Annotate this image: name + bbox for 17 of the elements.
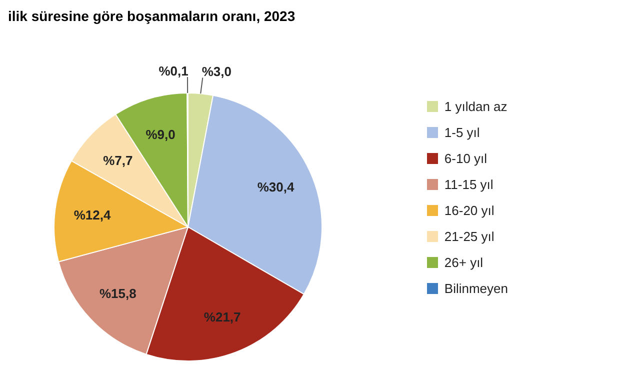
legend-label: 6-10 yıl xyxy=(444,150,488,166)
data-label: %9,0 xyxy=(146,127,176,142)
legend-label: 26+ yıl xyxy=(444,254,484,270)
data-label: %15,8 xyxy=(99,286,136,301)
data-label: %30,4 xyxy=(257,179,295,194)
legend-label: 11-15 yıl xyxy=(444,176,494,192)
chart-title: ilik süresine göre boşanmaların oranı, 2023 xyxy=(8,8,296,24)
legend-label: Bilinmeyen xyxy=(444,280,508,296)
legend-label: 1 yıldan az xyxy=(444,98,508,114)
legend-label: 16-20 yıl xyxy=(444,202,494,218)
data-label: %3,0 xyxy=(202,64,232,80)
legend-label: 21-25 yıl xyxy=(444,228,494,244)
legend-label: 1-5 yıl xyxy=(444,124,480,140)
data-label: %12,4 xyxy=(74,207,112,222)
data-label: %21,7 xyxy=(204,310,241,325)
data-label: %7,7 xyxy=(103,153,133,168)
data-label: %0,1 xyxy=(158,64,188,78)
